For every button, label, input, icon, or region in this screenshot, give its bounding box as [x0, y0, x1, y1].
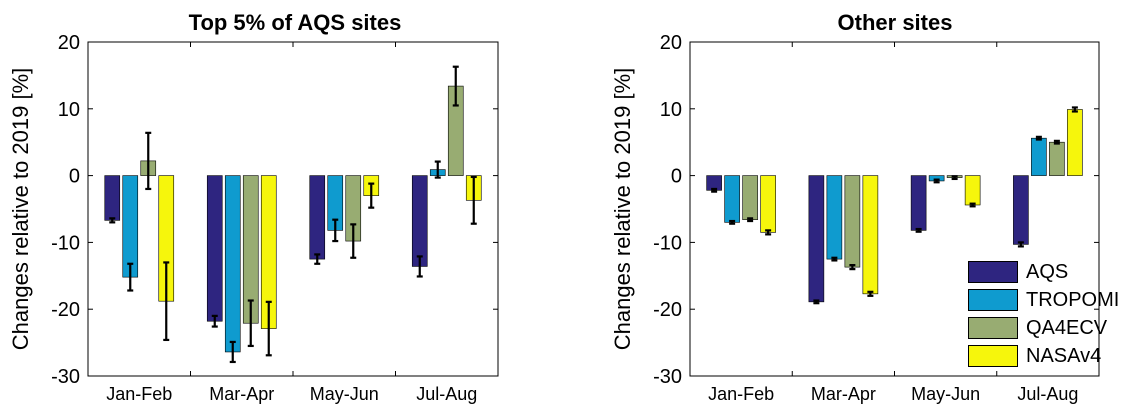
legend-item-tropomi: TROPOMI [968, 286, 1119, 314]
y-tick-label: 0 [69, 166, 80, 188]
bar-nasav4-may-jun [964, 175, 981, 206]
x-tick-label-jan-feb: Jan-Feb [708, 384, 774, 404]
error-bar-nasav4-jan-feb [163, 261, 170, 342]
error-bar-nasav4-mar-apr [867, 290, 874, 297]
error-bar-nasav4-may-jun [368, 182, 375, 209]
axes-box [87, 41, 499, 377]
legend-swatch-tropomi [968, 289, 1018, 311]
error-bar-nasav4-jul-aug [1071, 106, 1078, 113]
error-bar-aqs-may-jun [915, 227, 922, 233]
error-bar-qa4ecv-jul-aug [452, 65, 459, 107]
bar-aqs-mar-apr [206, 175, 223, 322]
x-tick-label-may-jun: May-Jun [310, 384, 379, 404]
chart-title: Other sites [838, 10, 953, 35]
error-bar-nasav4-jul-aug [470, 175, 477, 225]
x-tick-label-jul-aug: Jul-Aug [416, 384, 477, 404]
bar-aqs-mar-apr [808, 175, 825, 303]
legend-item-qa4ecv: QA4ECV [968, 314, 1119, 342]
legend-label-qa4ecv: QA4ECV [1026, 316, 1108, 339]
x-tick-label-mar-apr: Mar-Apr [811, 384, 876, 404]
legend-item-aqs: AQS [968, 258, 1119, 286]
error-bar-aqs-jan-feb [109, 217, 116, 224]
error-bar-aqs-jul-aug [416, 255, 423, 278]
legend-label-tropomi: TROPOMI [1026, 288, 1120, 311]
bar-nasav4-jan-feb [760, 175, 776, 233]
y-tick-label: 20 [58, 32, 80, 54]
error-bar-tropomi-jul-aug [1035, 135, 1042, 141]
y-tick-label: 10 [58, 99, 80, 121]
y-tick-label: -30 [51, 366, 80, 388]
error-bar-qa4ecv-mar-apr [849, 264, 856, 271]
y-axis-label: Changes relative to 2019 [%] [8, 68, 33, 351]
error-bar-aqs-mar-apr [211, 314, 218, 328]
error-bar-qa4ecv-jul-aug [1053, 139, 1060, 145]
legend-swatch-nasav4 [968, 345, 1018, 367]
error-bar-tropomi-jan-feb [127, 262, 134, 292]
bar-aqs-jul-aug [1013, 175, 1029, 245]
error-bar-tropomi-may-jun [933, 178, 940, 184]
legend-swatch-qa4ecv [968, 317, 1018, 339]
error-bar-tropomi-jul-aug [434, 160, 441, 179]
error-bar-qa4ecv-jan-feb [747, 217, 754, 223]
bar-aqs-may-jun [910, 175, 927, 231]
y-tick-label: -30 [653, 366, 682, 388]
bar-aqs-jan-feb [104, 175, 121, 221]
bar-tropomi-jan-feb [724, 175, 740, 223]
bar-aqs-jul-aug [411, 175, 428, 267]
legend-label-nasav4: NASAv4 [1026, 344, 1102, 367]
error-bar-nasav4-mar-apr [265, 300, 272, 357]
error-bar-qa4ecv-mar-apr [247, 299, 254, 348]
bar-tropomi-jul-aug [1031, 137, 1047, 176]
error-bar-qa4ecv-jan-feb [145, 131, 152, 191]
error-bar-tropomi-jan-feb [729, 219, 736, 225]
error-bar-nasav4-may-jun [969, 202, 976, 208]
error-bar-aqs-may-jun [314, 253, 321, 265]
legend: AQS TROPOMI QA4ECV NASAv4 [968, 258, 1119, 370]
bar-qa4ecv-jan-feb [742, 175, 758, 220]
error-bar-aqs-jan-feb [711, 187, 718, 193]
error-bar-tropomi-mar-apr [229, 340, 236, 364]
y-tick-label: -20 [51, 299, 80, 321]
error-bar-qa4ecv-may-jun [951, 175, 958, 181]
error-bar-tropomi-mar-apr [831, 256, 838, 262]
x-tick-label-mar-apr: Mar-Apr [209, 384, 274, 404]
error-bar-tropomi-may-jun [332, 218, 339, 243]
x-tick-label-may-jun: May-Jun [911, 384, 980, 404]
bar-nasav4-mar-apr [862, 175, 879, 295]
error-bar-aqs-jul-aug [1017, 241, 1024, 248]
y-tick-label: -10 [653, 232, 682, 254]
y-axis-label: Changes relative to 2019 [%] [610, 68, 635, 351]
error-bar-qa4ecv-may-jun [350, 223, 357, 259]
bar-nasav4-jul-aug [1067, 109, 1083, 176]
x-tick-label-jan-feb: Jan-Feb [106, 384, 172, 404]
legend-label-aqs: AQS [1026, 260, 1069, 283]
y-tick-label: 0 [671, 166, 682, 188]
chart-title: Top 5% of AQS sites [189, 10, 402, 35]
error-bar-nasav4-jan-feb [765, 229, 772, 236]
legend-swatch-aqs [968, 261, 1018, 283]
legend-item-nasav4: NASAv4 [968, 342, 1119, 370]
y-tick-label: -20 [653, 299, 682, 321]
bar-qa4ecv-jul-aug [1049, 141, 1065, 176]
y-tick-label: -10 [51, 232, 80, 254]
x-tick-label-jul-aug: Jul-Aug [1017, 384, 1078, 404]
y-tick-label: 10 [660, 99, 682, 121]
error-bar-aqs-mar-apr [813, 299, 820, 305]
y-tick-label: 20 [660, 32, 682, 54]
bar-qa4ecv-mar-apr [844, 175, 861, 268]
bar-tropomi-mar-apr [826, 175, 843, 260]
bar-tropomi-jan-feb [122, 175, 139, 278]
chart-panel-2: Other sites Changes relative to 2019 [%] 2… [610, 10, 1100, 404]
bar-tropomi-mar-apr [224, 175, 241, 353]
bar-aqs-may-jun [309, 175, 326, 260]
chart-panel-1: Top 5% of AQS sites Changes relative to 2… [8, 10, 499, 404]
